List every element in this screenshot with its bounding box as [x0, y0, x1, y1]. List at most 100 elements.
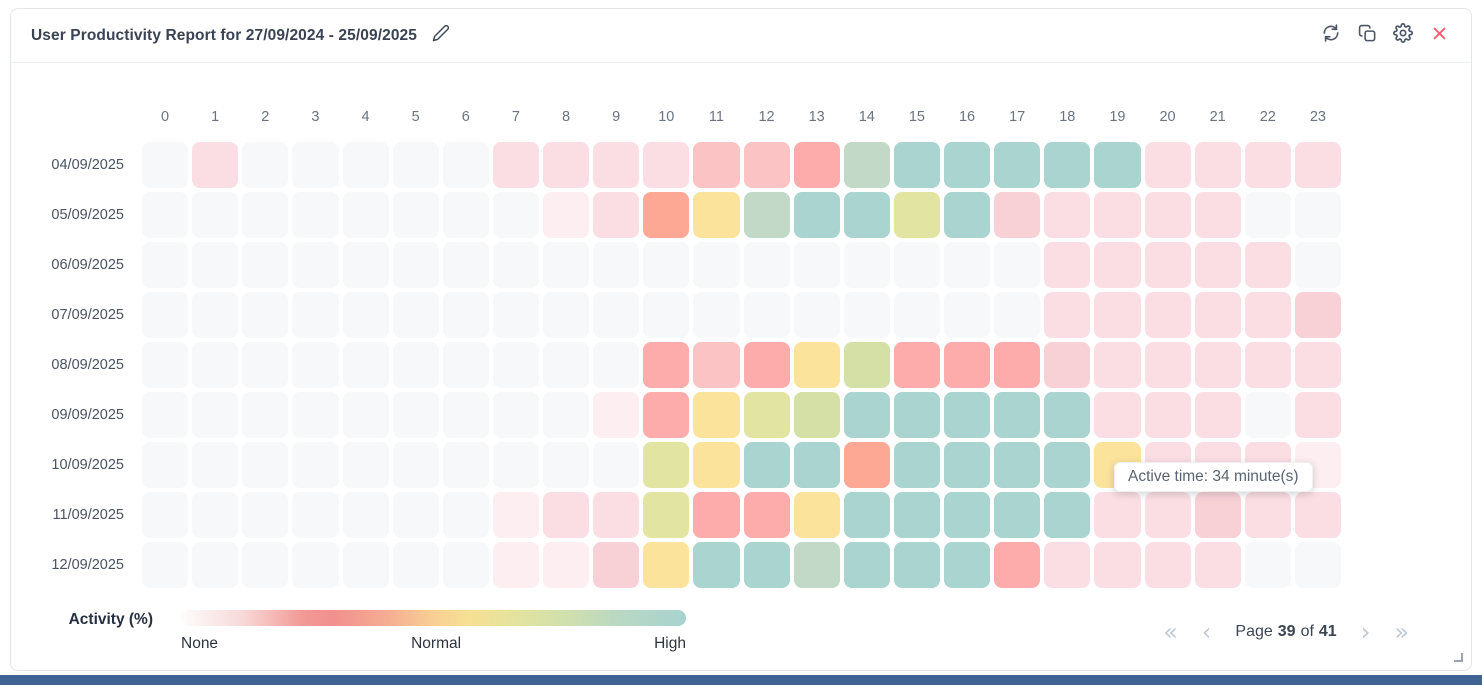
heatmap-cell[interactable] — [994, 142, 1041, 188]
heatmap-cell[interactable] — [342, 442, 389, 488]
heatmap-cell[interactable] — [392, 342, 439, 388]
heatmap-cell[interactable] — [893, 192, 940, 238]
heatmap-cell[interactable] — [1044, 142, 1091, 188]
heatmap-cell[interactable] — [1044, 542, 1091, 588]
heatmap-cell[interactable] — [593, 242, 640, 288]
heatmap-cell[interactable] — [793, 242, 840, 288]
heatmap-cell[interactable] — [392, 142, 439, 188]
heatmap-cell[interactable] — [1244, 142, 1291, 188]
heatmap-cell[interactable] — [944, 342, 991, 388]
heatmap-cell[interactable] — [392, 442, 439, 488]
heatmap-cell[interactable] — [893, 242, 940, 288]
heatmap-cell[interactable] — [1194, 342, 1241, 388]
heatmap-cell[interactable] — [643, 542, 690, 588]
heatmap-cell[interactable] — [793, 392, 840, 438]
heatmap-cell[interactable] — [442, 442, 489, 488]
heatmap-cell[interactable] — [693, 292, 740, 338]
heatmap-cell[interactable] — [142, 442, 189, 488]
heatmap-cell[interactable] — [1044, 392, 1091, 438]
heatmap-cell[interactable] — [543, 242, 590, 288]
heatmap-cell[interactable] — [292, 392, 339, 438]
heatmap-cell[interactable] — [392, 192, 439, 238]
close-button[interactable] — [1425, 22, 1453, 50]
heatmap-cell[interactable] — [342, 142, 389, 188]
heatmap-cell[interactable] — [643, 342, 690, 388]
heatmap-cell[interactable] — [944, 242, 991, 288]
heatmap-cell[interactable] — [1294, 492, 1341, 538]
heatmap-cell[interactable] — [492, 142, 539, 188]
heatmap-cell[interactable] — [1144, 542, 1191, 588]
heatmap-cell[interactable] — [693, 142, 740, 188]
heatmap-cell[interactable] — [1244, 292, 1291, 338]
heatmap-cell[interactable] — [1144, 342, 1191, 388]
heatmap-cell[interactable] — [643, 492, 690, 538]
heatmap-cell[interactable] — [442, 492, 489, 538]
heatmap-cell[interactable] — [292, 192, 339, 238]
heatmap-cell[interactable] — [142, 192, 189, 238]
heatmap-cell[interactable] — [492, 492, 539, 538]
heatmap-cell[interactable] — [843, 542, 890, 588]
heatmap-cell[interactable] — [893, 342, 940, 388]
heatmap-cell[interactable] — [743, 442, 790, 488]
heatmap-cell[interactable] — [793, 442, 840, 488]
heatmap-cell[interactable] — [492, 292, 539, 338]
heatmap-cell[interactable] — [1194, 142, 1241, 188]
heatmap-cell[interactable] — [843, 292, 890, 338]
heatmap-cell[interactable] — [192, 542, 239, 588]
heatmap-cell[interactable] — [843, 192, 890, 238]
heatmap-cell[interactable] — [1044, 342, 1091, 388]
heatmap-cell[interactable] — [492, 392, 539, 438]
heatmap-cell[interactable] — [693, 192, 740, 238]
heatmap-cell[interactable] — [893, 492, 940, 538]
heatmap-cell[interactable] — [492, 242, 539, 288]
heatmap-cell[interactable] — [392, 492, 439, 538]
heatmap-cell[interactable] — [843, 392, 890, 438]
heatmap-cell[interactable] — [492, 342, 539, 388]
heatmap-cell[interactable] — [442, 142, 489, 188]
heatmap-cell[interactable] — [543, 392, 590, 438]
heatmap-cell[interactable] — [292, 242, 339, 288]
heatmap-cell[interactable] — [242, 542, 289, 588]
heatmap-cell[interactable] — [142, 142, 189, 188]
last-page-button[interactable]: » — [1394, 617, 1409, 646]
heatmap-cell[interactable] — [1244, 342, 1291, 388]
heatmap-cell[interactable] — [944, 292, 991, 338]
heatmap-cell[interactable] — [142, 492, 189, 538]
heatmap-cell[interactable] — [793, 142, 840, 188]
heatmap-cell[interactable] — [1044, 292, 1091, 338]
first-page-button[interactable]: « — [1163, 617, 1178, 646]
heatmap-cell[interactable] — [142, 542, 189, 588]
heatmap-cell[interactable] — [593, 292, 640, 338]
heatmap-cell[interactable] — [944, 542, 991, 588]
heatmap-cell[interactable] — [192, 192, 239, 238]
heatmap-cell[interactable] — [893, 292, 940, 338]
heatmap-cell[interactable] — [392, 542, 439, 588]
heatmap-cell[interactable] — [893, 392, 940, 438]
heatmap-cell[interactable] — [342, 242, 389, 288]
heatmap-cell[interactable] — [793, 192, 840, 238]
heatmap-cell[interactable] — [944, 392, 991, 438]
heatmap-cell[interactable] — [1144, 142, 1191, 188]
heatmap-cell[interactable] — [793, 542, 840, 588]
heatmap-cell[interactable] — [1244, 542, 1291, 588]
heatmap-cell[interactable] — [843, 142, 890, 188]
heatmap-cell[interactable] — [994, 542, 1041, 588]
heatmap-cell[interactable] — [1094, 292, 1141, 338]
heatmap-cell[interactable] — [442, 542, 489, 588]
heatmap-cell[interactable] — [893, 542, 940, 588]
heatmap-cell[interactable] — [142, 242, 189, 288]
heatmap-cell[interactable] — [392, 392, 439, 438]
heatmap-cell[interactable] — [593, 192, 640, 238]
heatmap-cell[interactable] — [1094, 192, 1141, 238]
heatmap-cell[interactable] — [192, 442, 239, 488]
heatmap-cell[interactable] — [1094, 542, 1141, 588]
heatmap-cell[interactable] — [743, 392, 790, 438]
heatmap-cell[interactable] — [543, 442, 590, 488]
heatmap-cell[interactable] — [242, 392, 289, 438]
heatmap-cell[interactable] — [1144, 242, 1191, 288]
heatmap-cell[interactable] — [1194, 392, 1241, 438]
heatmap-cell[interactable] — [693, 542, 740, 588]
heatmap-cell[interactable] — [142, 392, 189, 438]
heatmap-cell[interactable] — [342, 192, 389, 238]
heatmap-cell[interactable] — [1194, 192, 1241, 238]
